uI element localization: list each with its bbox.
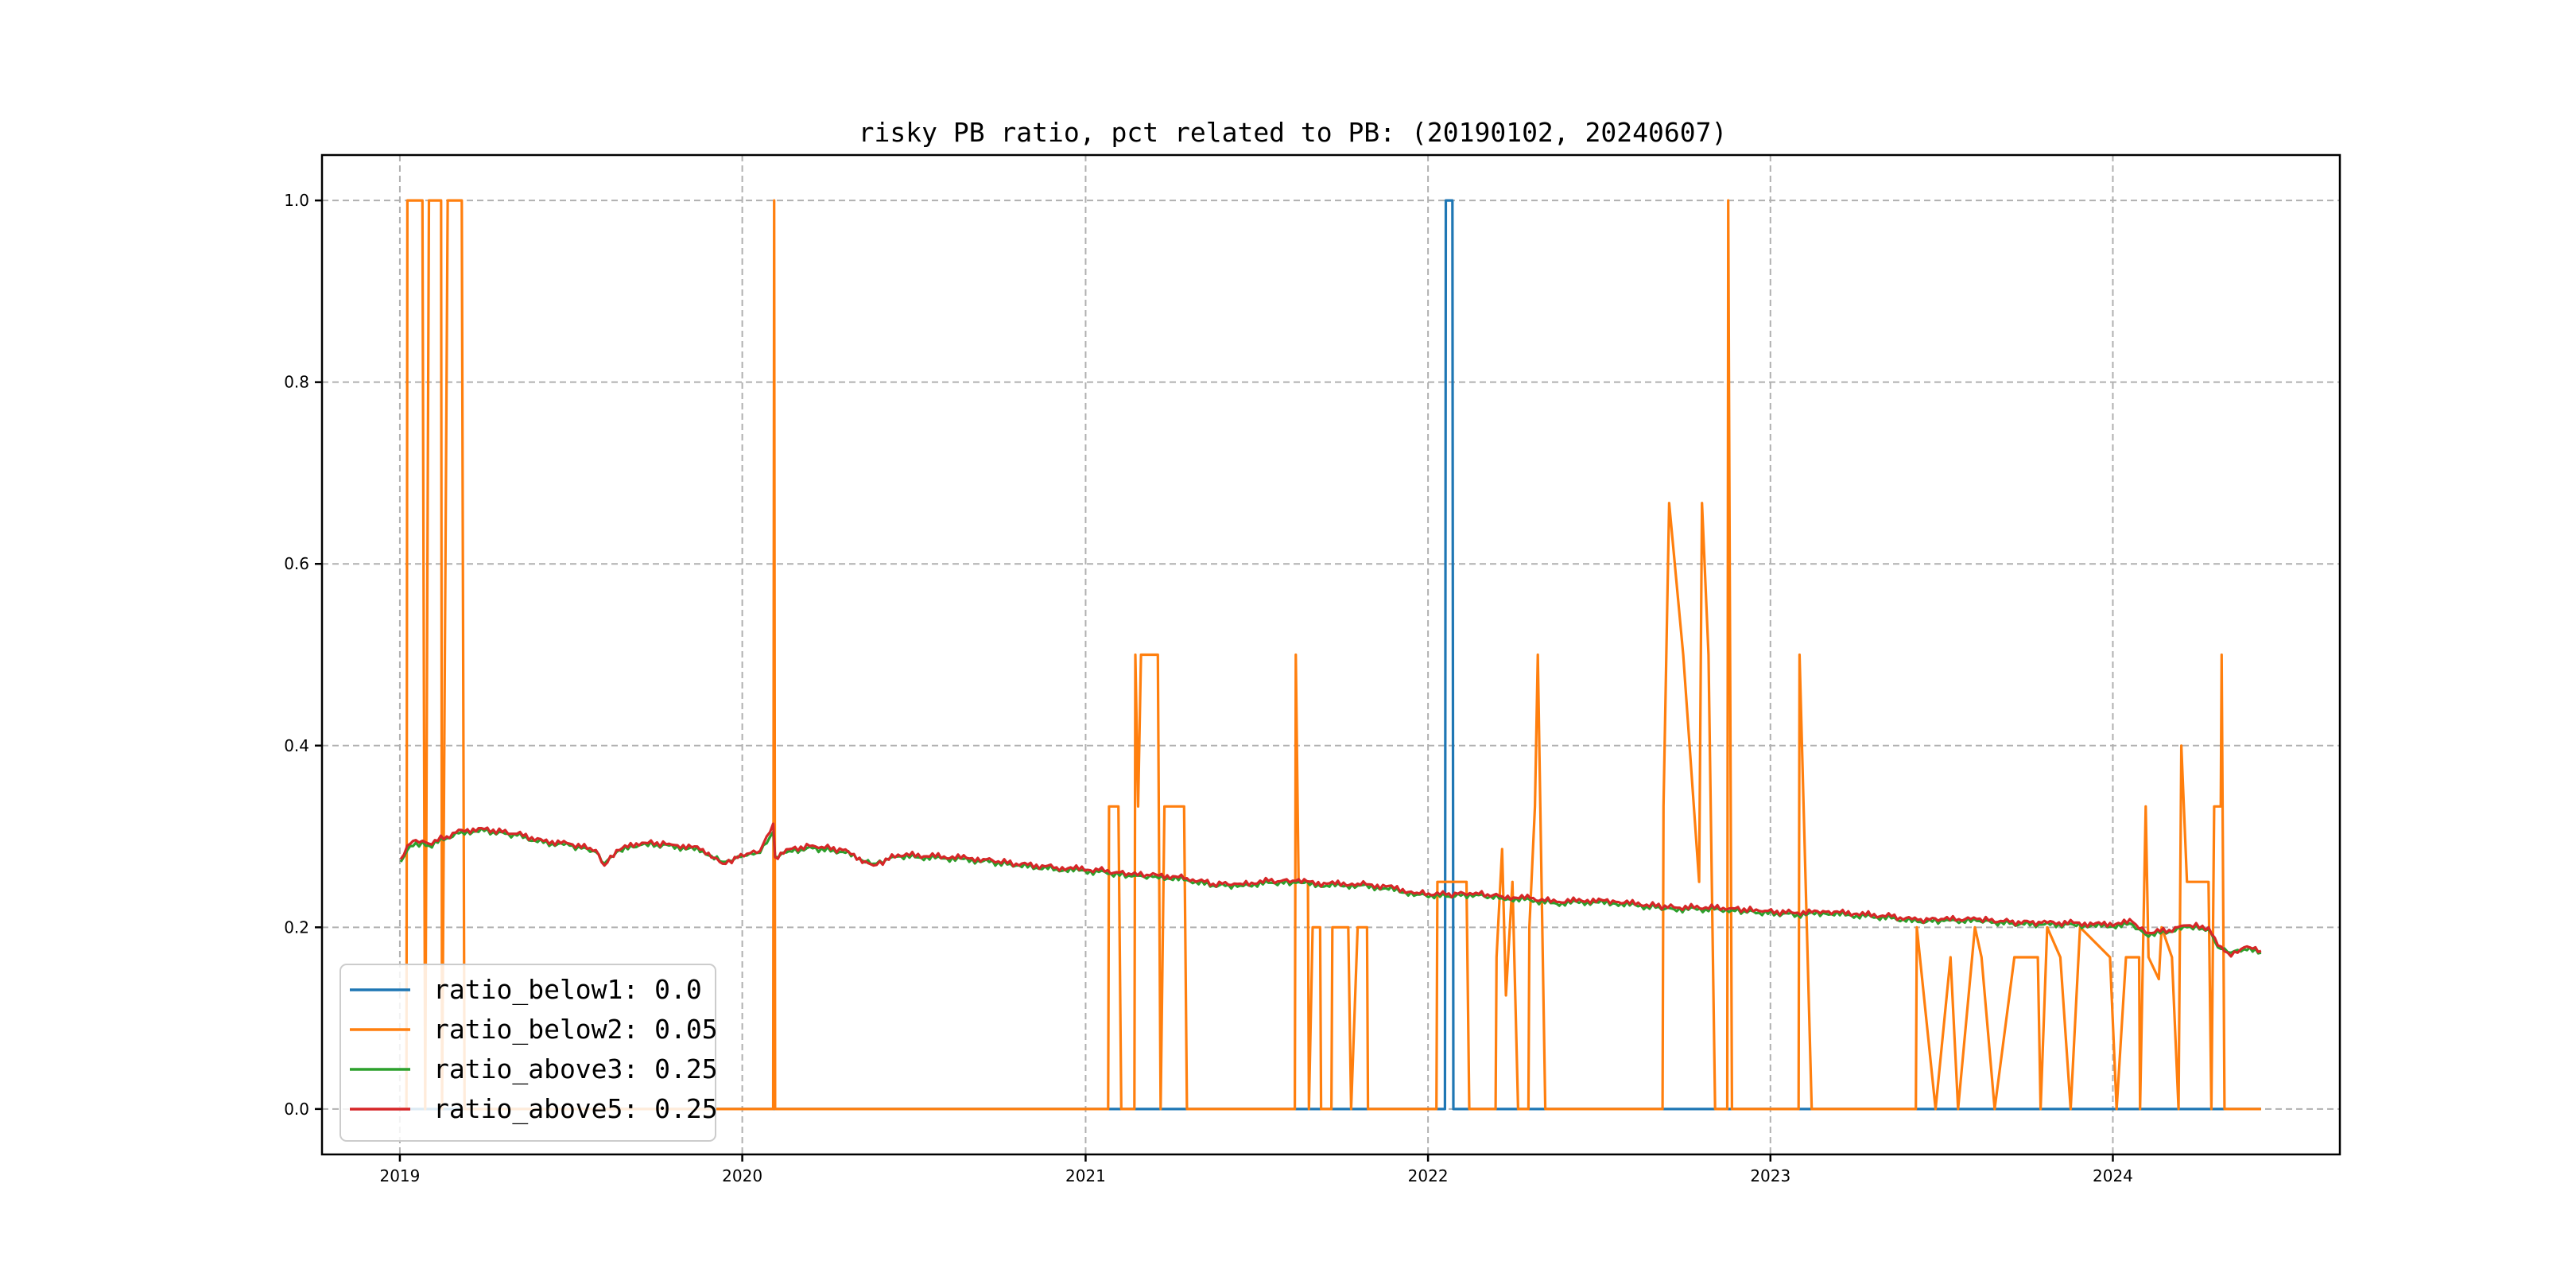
legend-label-ratio-above5: ratio_above5: 0.25 [433, 1093, 718, 1125]
series-line-ratio-below2 [401, 199, 2261, 1111]
x-tick-label: 2023 [1750, 1166, 1790, 1185]
legend: ratio_below1: 0.0 ratio_below2: 0.05 ratio… [339, 964, 718, 1142]
legend-items: ratio_below1: 0.0 ratio_below2: 0.05 ratio… [350, 974, 718, 1125]
x-tick-labels: 2019 2020 2021 2022 2023 2024 [379, 1166, 2132, 1185]
legend-box [339, 964, 716, 1142]
series-line-ratio-above5 [399, 822, 2262, 958]
series-lines [399, 199, 2262, 1111]
y-tick-label: 0.8 [284, 373, 309, 392]
legend-label-ratio-above3: ratio_above3: 0.25 [433, 1053, 718, 1085]
legend-label-ratio-below1: ratio_below1: 0.0 [433, 974, 702, 1006]
y-tick-label: 0.2 [284, 918, 309, 937]
x-tick-label: 2021 [1065, 1166, 1106, 1185]
chart-title: risky PB ratio, pct related to PB: (2019… [859, 117, 1728, 148]
y-tick-labels: 0.0 0.2 0.4 0.6 0.8 1.0 [284, 191, 309, 1119]
axis-ticks [315, 199, 2114, 1162]
y-tick-label: 0.0 [284, 1100, 309, 1119]
y-tick-label: 1.0 [284, 191, 309, 210]
legend-label-ratio-below2: ratio_below2: 0.05 [433, 1014, 718, 1046]
x-tick-label: 2022 [1408, 1166, 1449, 1185]
x-tick-label: 2020 [722, 1166, 762, 1185]
y-tick-label: 0.6 [284, 554, 309, 573]
x-tick-label: 2024 [2093, 1166, 2133, 1185]
axes-frame [320, 153, 2341, 1156]
x-tick-label: 2019 [379, 1166, 420, 1185]
y-tick-label: 0.4 [284, 736, 309, 755]
